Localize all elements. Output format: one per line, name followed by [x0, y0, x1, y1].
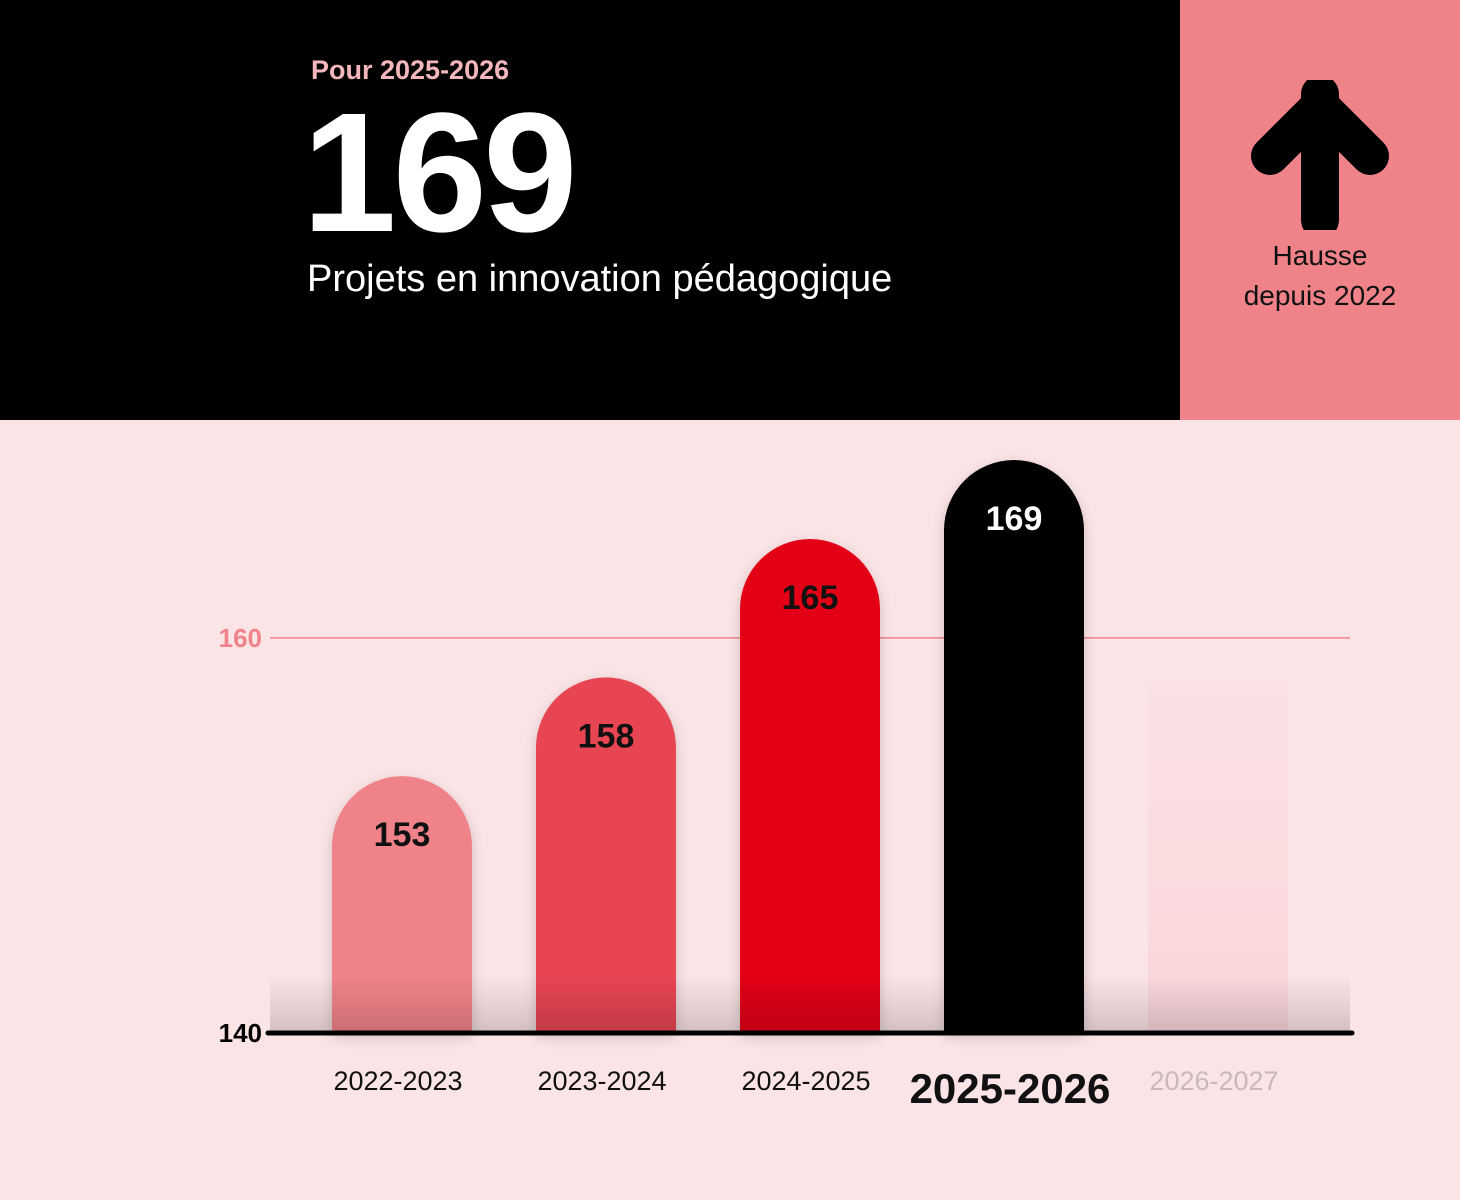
- bar-value-label: 169: [986, 500, 1043, 538]
- y-tick-label: 160: [219, 623, 262, 653]
- header-subtitle: Pour 2025-2026: [311, 55, 510, 85]
- y-tick-label: 140: [219, 1018, 262, 1048]
- bar: [944, 460, 1084, 1033]
- bar: [536, 677, 676, 1033]
- headline-caption: Projets en innovation pédagogique: [307, 258, 893, 300]
- bar-value-label: 153: [374, 816, 431, 854]
- bar-chart: 140 160 2022-2023 2023-2024 2024-2025 2025-2…: [219, 460, 1355, 1112]
- x-category-label: 2022-2023: [333, 1066, 462, 1096]
- bar: [740, 539, 880, 1033]
- bar-value-label: 165: [782, 579, 839, 617]
- bar: [332, 776, 472, 1033]
- x-category-label: 2026-2027: [1149, 1066, 1278, 1096]
- baseline-shade: [270, 975, 1350, 1033]
- bar-placeholder: [1148, 682, 1288, 1033]
- trend-panel: Hausse depuis 2022: [1180, 0, 1460, 420]
- bar-value-label: 158: [578, 717, 635, 755]
- x-category-label: 2024-2025: [741, 1066, 870, 1096]
- trend-label-line1: Hausse: [1272, 240, 1368, 271]
- x-category-label: 2025-2026: [910, 1065, 1111, 1112]
- arrow-up-icon: [1251, 80, 1389, 230]
- trend-label-line2: depuis 2022: [1243, 280, 1397, 311]
- header-panel: Pour 2025-2026 169 Projets en innovation…: [0, 0, 1180, 420]
- headline-number: 169: [302, 78, 578, 268]
- x-category-label: 2023-2024: [537, 1066, 666, 1096]
- trend-label: Hausse depuis 2022: [1180, 236, 1460, 316]
